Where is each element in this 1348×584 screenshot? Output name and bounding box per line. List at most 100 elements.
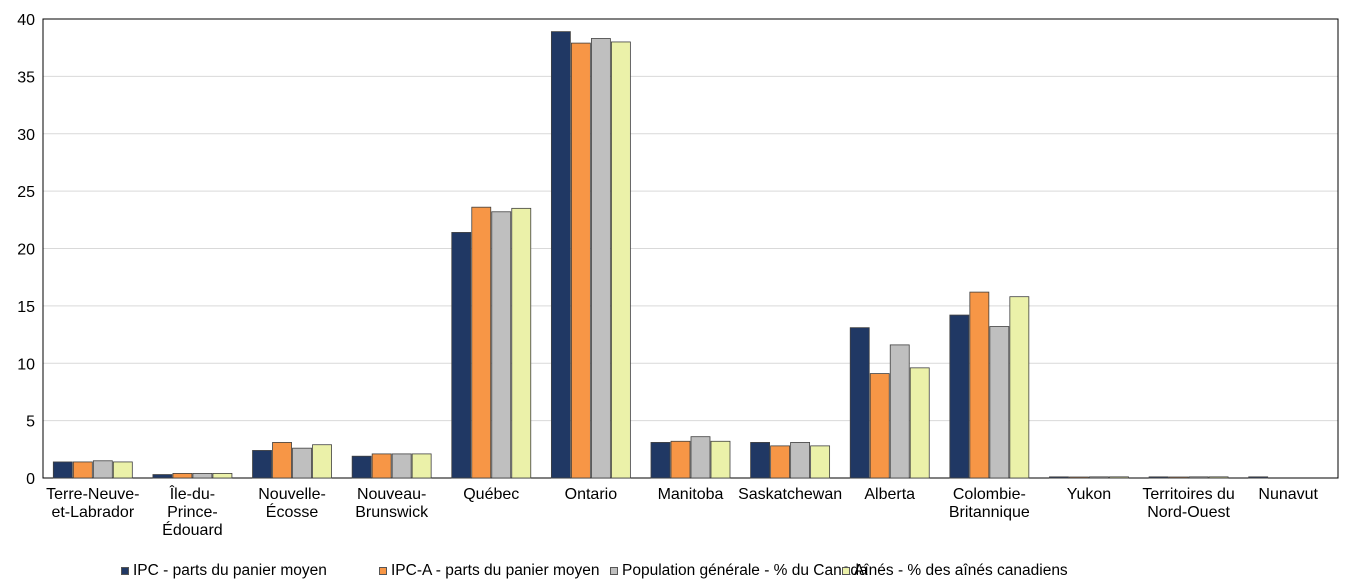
x-tick-label-line: Nouvelle- (258, 486, 326, 503)
bar (411, 453, 432, 479)
x-tick-label-line: Terre-Neuve- (46, 486, 139, 503)
x-tick-label-line: Brunswick (355, 504, 429, 521)
bar (1069, 476, 1089, 479)
x-tick-label-line: Nord-Ouest (1147, 504, 1230, 521)
x-tick-label: Saskatchewan (738, 486, 842, 503)
y-tick-label: 35 (17, 69, 35, 86)
bar (1188, 476, 1209, 479)
y-tick-label: 10 (17, 356, 35, 373)
x-tick-label-line: Yukon (1067, 486, 1111, 503)
bar (1049, 476, 1069, 479)
bar (1168, 476, 1189, 479)
bar-chart: 0 5 10 15 20 25 30 35 40 Terre-Neuve-et-Labrador Î… (17, 12, 1339, 539)
bar (810, 445, 831, 479)
bar (1009, 296, 1030, 479)
bar (112, 461, 133, 479)
bar (152, 474, 173, 479)
x-tick-label: Ontario (565, 486, 618, 503)
y-tick-label: 40 (17, 12, 35, 29)
legend-label: Population générale - % du Canada (622, 562, 868, 579)
x-tick-label-line: Nouveau- (357, 486, 426, 503)
bar (92, 460, 113, 479)
bar (471, 206, 492, 479)
bar (969, 291, 990, 479)
bar (710, 440, 731, 479)
legend-item: IPC-A - parts du panier moyen (379, 562, 600, 580)
x-tick-label-line: et-Labrador (51, 504, 134, 521)
bar (292, 447, 312, 479)
bar (849, 327, 870, 479)
bar (909, 367, 930, 479)
x-tick-label-line: Alberta (864, 486, 915, 503)
bar (371, 453, 392, 479)
bar (451, 232, 472, 479)
x-tick-label-line: Colombie- (953, 486, 1026, 503)
x-tick-label-line: Île-du- (169, 484, 215, 503)
bar (570, 42, 591, 479)
bar (511, 207, 532, 479)
x-tick-label: Manitoba (658, 486, 724, 503)
bar (212, 473, 233, 479)
y-tick-label: 15 (17, 299, 35, 316)
bar (391, 453, 412, 479)
x-tick-label-line: Saskatchewan (738, 486, 842, 503)
y-tick-label: 30 (17, 127, 35, 144)
x-tick-label: Terre-Neuve-et-Labrador (46, 486, 139, 521)
bar (1109, 476, 1129, 479)
plot-frame (42, 18, 1339, 479)
x-tick-label-line: Prince- (167, 504, 218, 521)
x-tick-label: Île-du-Prince-Édouard (162, 484, 223, 539)
bar (1248, 476, 1269, 479)
bar (949, 314, 970, 479)
bar (172, 473, 193, 479)
bar (1208, 476, 1229, 479)
legend-label: Aînés - % des aînés canadiens (854, 562, 1068, 579)
legend-label: IPC - parts du panier moyen (133, 562, 327, 579)
legend-item: IPC - parts du panier moyen (121, 562, 327, 580)
bar (351, 455, 372, 479)
bar (889, 344, 910, 479)
bar (670, 440, 691, 479)
legend-swatch (842, 567, 850, 575)
x-tick-label-line: Ontario (565, 486, 618, 503)
bar (1148, 476, 1169, 479)
legend-label: IPC-A - parts du panier moyen (391, 562, 600, 579)
bar (1089, 476, 1109, 479)
x-tick-label: Alberta (864, 486, 915, 503)
bar (272, 442, 292, 479)
bar (192, 473, 213, 479)
bar (750, 442, 771, 479)
bar (590, 38, 611, 479)
bar (252, 450, 272, 479)
bar (52, 461, 73, 479)
y-tick-label: 5 (26, 414, 35, 431)
bar (312, 444, 332, 479)
x-tick-label: Québec (463, 486, 519, 503)
bar (989, 326, 1010, 479)
bar (770, 445, 791, 479)
y-tick-label: 0 (26, 471, 35, 488)
bar (610, 41, 631, 479)
y-tick-label: 20 (17, 242, 35, 259)
chart-legend: IPC - parts du panier moyen IPC-A - parts… (0, 562, 1348, 584)
x-tick-label: Colombie-Britannique (949, 486, 1030, 521)
bar (690, 436, 711, 479)
bar (72, 461, 93, 479)
bar (550, 31, 571, 479)
x-tick-label: Yukon (1067, 486, 1111, 503)
x-tick-label: Territoires du Nord-Ouest (1142, 486, 1234, 521)
x-tick-label-line: Québec (463, 486, 519, 503)
legend-item: Aînés - % des aînés canadiens (842, 562, 1068, 580)
x-tick-label-line: Britannique (949, 504, 1030, 521)
bar (650, 442, 671, 479)
x-tick-label: Nouveau-Brunswick (355, 486, 429, 521)
bar (491, 211, 512, 479)
bar (869, 373, 890, 479)
x-tick-label-line: Écosse (266, 502, 319, 521)
legend-swatch (379, 567, 387, 575)
legend-item: Population générale - % du Canada (610, 562, 868, 580)
x-tick-label-line: Manitoba (658, 486, 724, 503)
x-tick-label-line: Territoires du (1142, 486, 1234, 503)
legend-swatch (610, 567, 618, 575)
x-tick-label: Nunavut (1258, 486, 1318, 503)
